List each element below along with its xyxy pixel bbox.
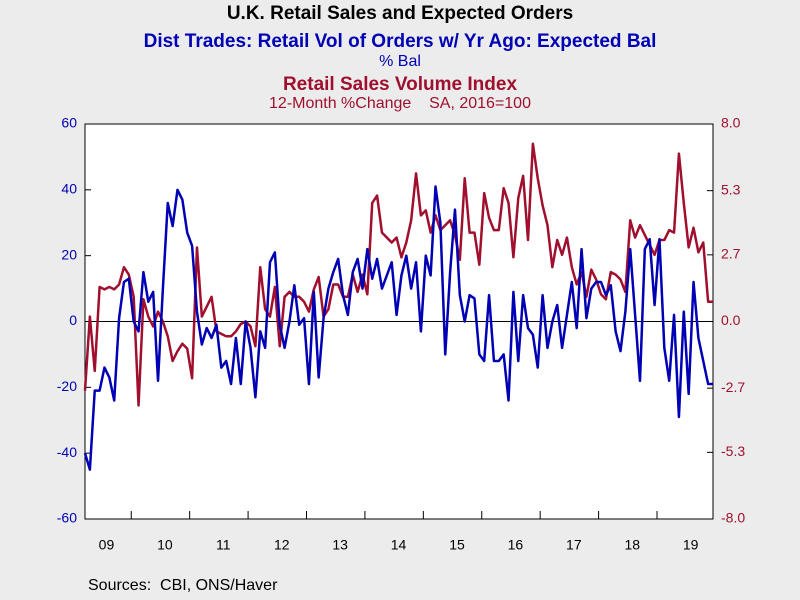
y2-tick-label: 2.7 — [721, 246, 741, 262]
x-tick-label: 12 — [274, 537, 290, 553]
x-tick-label: 13 — [332, 537, 348, 553]
x-tick-label: 18 — [624, 537, 640, 553]
y2-tick-label: 8.0 — [721, 115, 741, 131]
source-note: Sources: CBI, ONS/Haver — [88, 577, 278, 594]
y-tick-label: 40 — [61, 181, 77, 197]
x-tick-label: 09 — [99, 537, 115, 553]
x-tick-label: 19 — [683, 537, 699, 553]
y-tick-label: -20 — [57, 378, 77, 394]
x-tick-label: 17 — [566, 537, 582, 553]
series-title: Retail Sales Volume Index — [283, 74, 518, 95]
y2-tick-label: -2.7 — [721, 379, 745, 395]
y-tick-label: 60 — [61, 115, 77, 131]
series-line — [83, 185, 713, 471]
y2-tick-label: -8.0 — [721, 510, 745, 526]
x-tick-label: 14 — [391, 537, 407, 553]
series-unit: % Bal — [379, 53, 421, 70]
chart-title: U.K. Retail Sales and Expected Orders — [227, 3, 573, 24]
y2-tick-label: 5.3 — [721, 181, 741, 197]
series-line — [83, 142, 713, 407]
x-tick-label: 11 — [216, 537, 231, 553]
y-tick-label: -60 — [57, 510, 77, 526]
x-tick-label: 10 — [157, 537, 173, 553]
y-tick-label: 20 — [61, 246, 77, 262]
y2-tick-label: -5.3 — [721, 443, 745, 459]
y-tick-label: 0 — [69, 312, 77, 328]
x-tick-label: 15 — [449, 537, 465, 553]
y-tick-label: -40 — [57, 444, 77, 460]
series-title: Dist Trades: Retail Vol of Orders w/ Yr … — [144, 31, 657, 52]
x-tick-label: 16 — [508, 537, 524, 553]
y2-tick-label: 0.0 — [721, 312, 741, 328]
series-unit: 12-Month %Change SA, 2016=100 — [269, 95, 531, 112]
